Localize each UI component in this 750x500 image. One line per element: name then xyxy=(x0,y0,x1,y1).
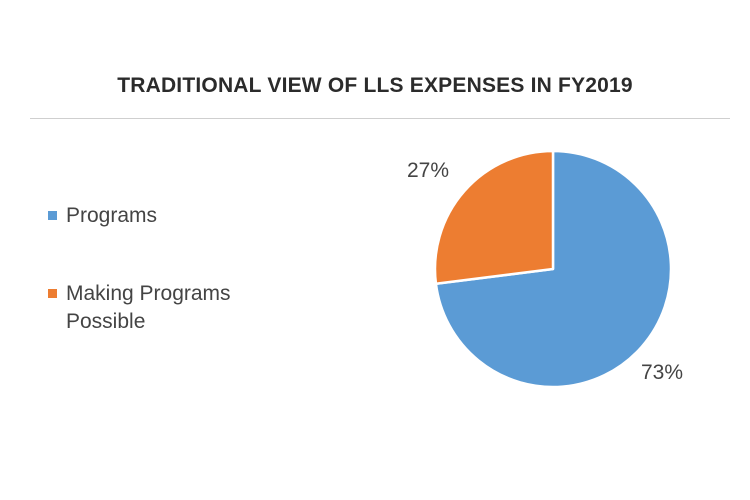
data-label-programs: 73% xyxy=(641,361,683,384)
legend-item-programs: Programs xyxy=(48,202,256,230)
legend-label-programs: Programs xyxy=(66,204,158,227)
title-divider xyxy=(30,118,730,119)
legend-swatch-making-programs-possible xyxy=(48,289,57,298)
chart-title: TRADITIONAL VIEW OF LLS EXPENSES IN FY20… xyxy=(117,74,633,97)
data-label-making-programs-possible: 27% xyxy=(407,159,449,182)
legend-swatch-programs xyxy=(48,211,57,220)
pie-slice-making-programs-possible xyxy=(433,149,555,286)
legend-label-making-programs-possible: Making Programs Possible xyxy=(66,282,231,333)
pie-slices xyxy=(433,149,673,389)
legend-item-making-programs-possible: Making Programs Possible xyxy=(48,280,256,336)
